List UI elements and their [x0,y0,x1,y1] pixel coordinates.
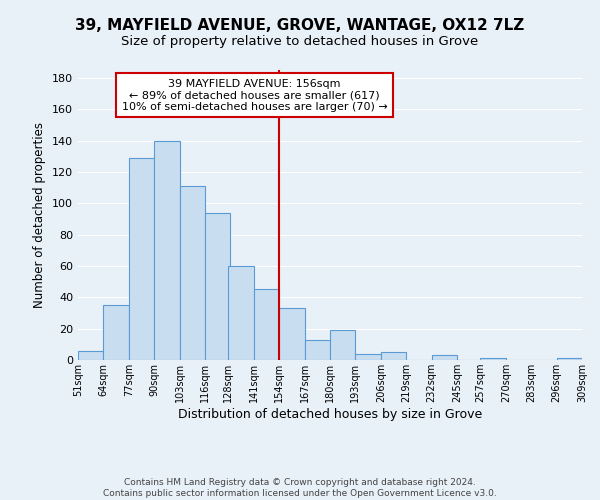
Bar [381,352,406,360]
Bar [229,266,254,360]
Bar [279,308,305,360]
Bar [481,358,506,360]
Bar [355,354,381,360]
Bar [103,305,129,360]
Bar [330,330,355,360]
Bar [254,290,279,360]
Bar [557,358,582,360]
Bar [154,140,179,360]
Bar [431,356,457,360]
Bar [205,212,230,360]
Bar [78,350,103,360]
Text: 39, MAYFIELD AVENUE, GROVE, WANTAGE, OX12 7LZ: 39, MAYFIELD AVENUE, GROVE, WANTAGE, OX1… [76,18,524,32]
Bar [129,158,154,360]
X-axis label: Distribution of detached houses by size in Grove: Distribution of detached houses by size … [178,408,482,421]
Y-axis label: Number of detached properties: Number of detached properties [34,122,46,308]
Bar [305,340,330,360]
Text: Size of property relative to detached houses in Grove: Size of property relative to detached ho… [121,35,479,48]
Text: 39 MAYFIELD AVENUE: 156sqm
← 89% of detached houses are smaller (617)
10% of sem: 39 MAYFIELD AVENUE: 156sqm ← 89% of deta… [122,78,387,112]
Text: Contains HM Land Registry data © Crown copyright and database right 2024.
Contai: Contains HM Land Registry data © Crown c… [103,478,497,498]
Bar [179,186,205,360]
